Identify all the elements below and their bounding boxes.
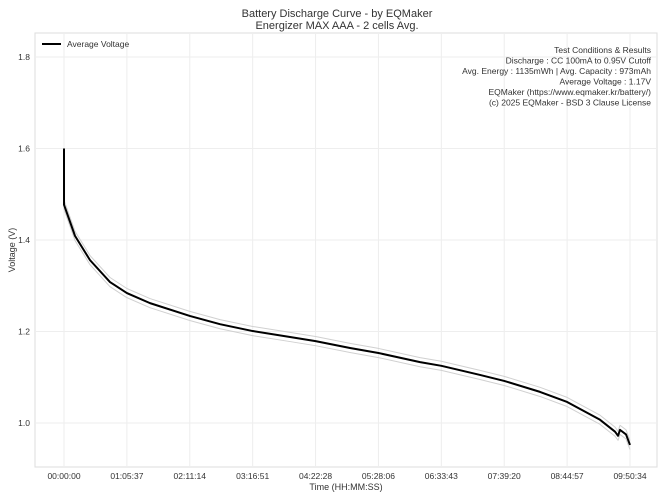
y-tick-label: 1.2 (18, 327, 30, 337)
chart-subtitle: Energizer MAX AAA - 2 cells Avg. (255, 20, 418, 32)
annotation-line: Avg. Energy : 1135mWh | Avg. Capacity : … (462, 66, 651, 76)
y-axis-label: Voltage (V) (7, 228, 17, 273)
average-voltage-line (63, 148, 631, 446)
x-tick-label: 05:28:06 (362, 471, 395, 481)
x-tick-label: 06:33:43 (425, 471, 458, 481)
plot-frame (34, 32, 658, 468)
annotation-line: (c) 2025 EQMaker - BSD 3 Clause License (489, 98, 651, 108)
x-tick-label: 08:44:57 (551, 471, 584, 481)
y-tick-label: 1.8 (18, 52, 30, 62)
annotation-line: Test Conditions & Results (554, 45, 651, 55)
x-tick-label: 01:05:37 (110, 471, 143, 481)
x-tick-label: 02:11:14 (174, 471, 207, 481)
legend-label: Average Voltage (67, 39, 129, 49)
x-tick-label: 07:39:20 (488, 471, 521, 481)
annotation-line: Average Voltage : 1.17V (559, 77, 651, 87)
y-tick-label: 1.0 (18, 418, 30, 428)
y-tick-label: 1.6 (18, 144, 30, 154)
chart-title: Battery Discharge Curve - by EQMaker (242, 8, 433, 20)
y-tick-label: 1.4 (18, 235, 30, 245)
x-tick-label: 04:22:28 (299, 471, 332, 481)
x-tick-label: 03:16:51 (236, 471, 269, 481)
x-tick-label: 00:00:00 (47, 471, 80, 481)
annotation-line: Discharge : CC 100mA to 0.95V Cutoff (506, 56, 652, 66)
cell-voltage-line (63, 148, 631, 450)
legend: Average Voltage (42, 39, 129, 49)
annotation-line: EQMaker (https://www.eqmaker.kr/battery/… (489, 87, 652, 97)
x-axis-label: Time (HH:MM:SS) (309, 482, 382, 492)
cell-voltage-line (63, 148, 631, 441)
x-tick-label: 09:50:34 (613, 471, 646, 481)
